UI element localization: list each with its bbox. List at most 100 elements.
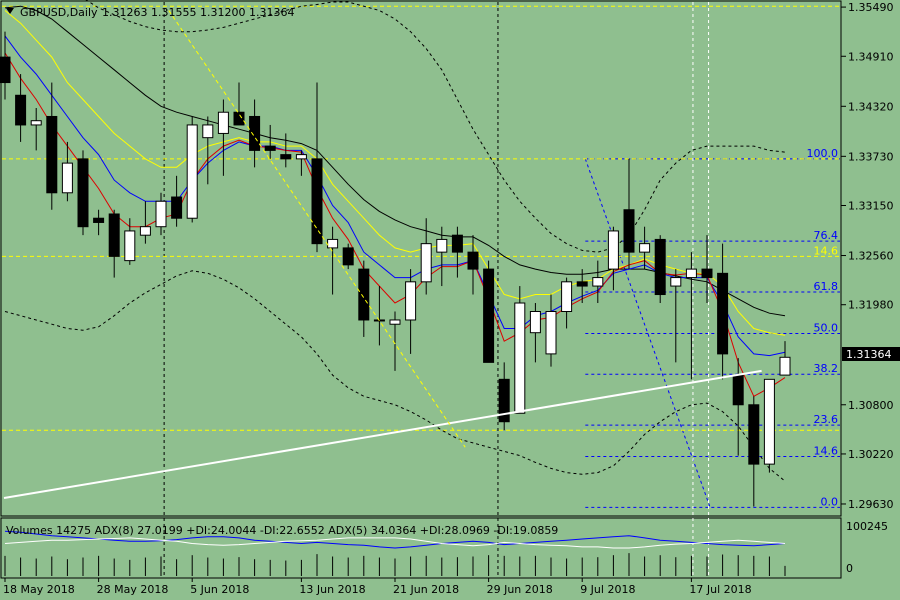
- fib-extra-label: 14.6: [814, 244, 839, 257]
- candle-body: [108, 213, 120, 257]
- candle-body: [420, 243, 432, 283]
- indicator-panel: 100245 0: [4, 520, 888, 576]
- candle-body: [46, 115, 58, 194]
- candle-body: [748, 404, 760, 465]
- adx-minus-di-line: [4, 537, 786, 549]
- candle-body: [15, 94, 27, 126]
- candle-body: [717, 272, 729, 355]
- vertical-grid-lines: [2, 2, 840, 578]
- indicator-tick-label: 0: [846, 562, 853, 575]
- price-tick-label: 1.33150: [848, 200, 894, 213]
- price-tick-label: 1.29630: [848, 498, 894, 511]
- fib-level-label: 61.8: [814, 280, 839, 293]
- candle-body: [561, 281, 573, 312]
- candle-body: [186, 124, 198, 219]
- candle-body: [529, 310, 541, 334]
- date-tick-label: 28 May 2018: [97, 583, 169, 596]
- candle-body: [0, 56, 11, 84]
- price-tick-label: 1.33730: [848, 150, 894, 163]
- indicator-header: Volumes 14275 ADX(8) 27.0199 +DI:24.0044…: [6, 524, 558, 537]
- candle-body: [171, 196, 183, 219]
- candle-body: [405, 281, 417, 321]
- yellow-diagonal-line: [168, 10, 466, 448]
- candle-body: [607, 230, 619, 270]
- candle-body: [124, 230, 136, 262]
- candle-body: [93, 217, 105, 223]
- candle-body: [451, 234, 463, 253]
- fib-level-label: 23.6: [814, 413, 839, 426]
- fib-level-label: 100.0: [807, 147, 839, 160]
- candle-body: [389, 319, 401, 325]
- candle-body: [139, 226, 151, 236]
- date-tick-label: 18 May 2018: [3, 583, 75, 596]
- date-tick-label: 13 Jun 2018: [299, 583, 365, 596]
- indicator-plot-frame: [0, 517, 842, 579]
- current-price-label: 1.31364: [846, 348, 892, 361]
- candle-body: [342, 247, 354, 266]
- candle-body: [732, 374, 744, 406]
- candle-body: [639, 243, 651, 253]
- date-tick-label: 5 Jun 2018: [190, 583, 249, 596]
- candle-body: [295, 154, 307, 160]
- candle-body: [623, 209, 635, 253]
- candle-body: [467, 251, 479, 270]
- candle-body: [576, 281, 588, 287]
- candle-body: [358, 268, 370, 321]
- main-plot-frame: [0, 0, 842, 517]
- adx-plus-di-line: [4, 530, 786, 549]
- dropdown-triangle-icon[interactable]: [6, 8, 14, 14]
- candle-body: [514, 302, 526, 414]
- price-tick-label: 1.34320: [848, 100, 894, 113]
- fib-level-label: 0.0: [821, 495, 839, 508]
- candle-body: [77, 158, 89, 228]
- indicator-tick-label: 100245: [846, 520, 888, 533]
- candle-body: [233, 111, 245, 126]
- date-tick-label: 29 Jun 2018: [487, 583, 553, 596]
- symbol-label: GBPUSD,Daily: [20, 6, 98, 19]
- candle-body: [155, 200, 167, 228]
- candle-body: [701, 268, 713, 279]
- candlesticks: [0, 31, 791, 507]
- price-tick-label: 1.34910: [848, 50, 894, 63]
- ma-slow-line: [4, 10, 786, 336]
- price-tick-label: 1.30800: [848, 399, 894, 412]
- fib-level-label: 38.2: [814, 362, 839, 375]
- candle-body: [327, 238, 339, 249]
- ohlc-label: 1.31263 1.31555 1.31200 1.31364: [102, 6, 294, 19]
- candle-body: [217, 111, 229, 134]
- candle-body: [779, 356, 791, 376]
- current-price-box: [842, 347, 900, 361]
- trendlines[interactable]: [3, 10, 762, 500]
- candle-body: [61, 162, 73, 194]
- price-tick-label: 1.35490: [848, 1, 894, 14]
- candle-body: [202, 124, 214, 139]
- bollinger-bands: [4, 0, 786, 482]
- candle-body: [498, 378, 510, 423]
- ma-mid-line: [4, 35, 786, 357]
- candle-body: [685, 268, 697, 279]
- price-tick-label: 1.31980: [848, 299, 894, 312]
- candle-body: [311, 158, 323, 245]
- candle-body: [670, 277, 682, 287]
- candle-body: [264, 145, 276, 151]
- fibonacci-retracement[interactable]: 100.0 76.4 61.8 50.0 38.2 23.6 14.6 0.0 14.6: [584, 147, 840, 509]
- date-tick-label: 21 Jun 2018: [393, 583, 459, 596]
- candle-body: [545, 310, 557, 355]
- candle-body: [436, 238, 448, 253]
- fib-diagonal-line: [584, 158, 711, 508]
- candle-body: [249, 115, 261, 151]
- fib-level-label: 14.6: [814, 444, 839, 457]
- date-axis: 18 May 2018 28 May 2018 5 Jun 2018 13 Jun 2…: [3, 578, 752, 596]
- price-tick-label: 1.32560: [848, 250, 894, 263]
- candle-body: [483, 268, 495, 363]
- fib-level-label: 76.4: [814, 229, 839, 242]
- candle-body: [280, 154, 292, 160]
- date-tick-label: 9 Jul 2018: [580, 583, 635, 596]
- candle-body: [763, 378, 775, 465]
- date-tick-label: 17 Jul 2018: [689, 583, 751, 596]
- support-trendline: [3, 369, 762, 500]
- candle-body: [592, 277, 604, 287]
- price-axis: 1.35490 1.34910 1.34320 1.33730 1.33150 1.325…: [841, 1, 894, 511]
